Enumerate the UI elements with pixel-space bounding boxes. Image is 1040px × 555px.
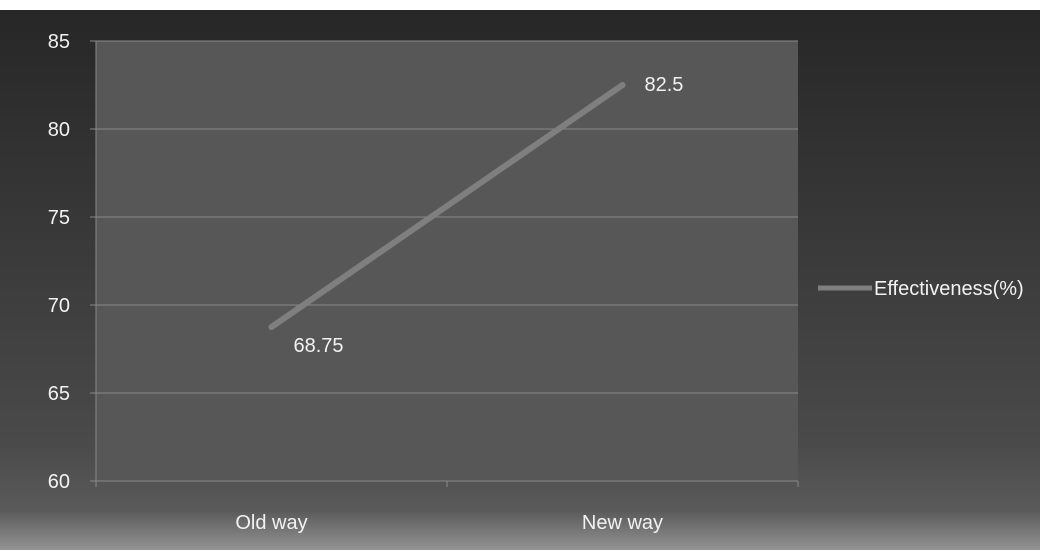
y-tick-label: 60 — [48, 471, 70, 493]
bottom-border — [0, 550, 1040, 555]
legend-label: Effectiveness(%) — [874, 278, 1024, 300]
data-labels: 68.75 82.5 — [294, 74, 684, 357]
y-tick-label: 70 — [48, 295, 70, 317]
x-axis-tick-labels: Old way New way — [235, 512, 663, 534]
y-tick-label: 75 — [48, 207, 70, 229]
x-tick-label: New way — [582, 512, 663, 534]
plot-area — [96, 41, 798, 481]
legend: Effectiveness(%) — [818, 278, 1024, 300]
gridlines — [96, 40, 798, 394]
x-tick-label: Old way — [235, 512, 307, 534]
y-tick-label: 85 — [48, 31, 70, 53]
data-label: 82.5 — [645, 74, 684, 96]
y-tick-label: 80 — [48, 119, 70, 141]
axes — [90, 40, 799, 487]
top-border — [0, 0, 1040, 10]
y-axis-tick-labels: 60 65 70 75 80 85 — [48, 31, 70, 493]
series-line — [268, 82, 626, 330]
series — [268, 82, 626, 330]
y-tick-label: 65 — [48, 383, 70, 405]
data-label: 68.75 — [294, 335, 344, 357]
data-point — [619, 82, 626, 88]
data-point — [268, 324, 275, 330]
